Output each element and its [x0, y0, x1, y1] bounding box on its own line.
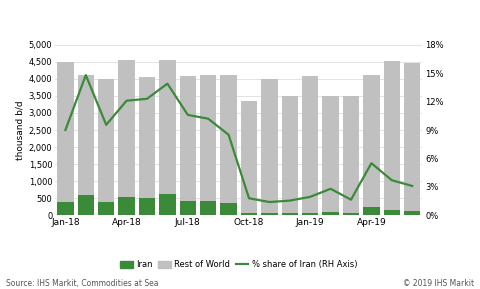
Bar — [180, 201, 196, 215]
Bar — [139, 198, 155, 215]
Bar — [384, 210, 400, 215]
Bar — [241, 213, 257, 215]
Bar — [363, 208, 380, 215]
Bar — [200, 201, 216, 215]
Bar — [57, 202, 73, 215]
Bar — [343, 96, 359, 213]
Bar — [98, 202, 114, 215]
Bar — [98, 79, 114, 202]
Bar — [57, 62, 73, 202]
Text: Source: IHS Markit, Commodities at Sea: Source: IHS Markit, Commodities at Sea — [6, 279, 158, 288]
Bar — [282, 96, 298, 213]
Bar — [78, 195, 94, 215]
Y-axis label: thousand b/d: thousand b/d — [15, 100, 24, 160]
Bar — [139, 77, 155, 198]
Bar — [220, 75, 237, 203]
Bar — [119, 60, 135, 197]
Bar — [363, 75, 380, 208]
Bar — [323, 96, 339, 212]
Bar — [220, 203, 237, 215]
Bar — [302, 76, 318, 213]
Bar — [78, 75, 94, 195]
Bar — [159, 60, 176, 194]
Bar — [323, 212, 339, 215]
Bar — [404, 211, 420, 215]
Bar — [119, 197, 135, 215]
Bar — [261, 79, 277, 213]
Bar — [384, 61, 400, 210]
Bar — [343, 213, 359, 215]
Bar — [302, 213, 318, 215]
Bar — [200, 75, 216, 201]
Bar — [241, 101, 257, 213]
Bar — [404, 63, 420, 211]
Text: India's Imports of Iranian crude oil: India's Imports of Iranian crude oil — [6, 15, 265, 28]
Legend: Iran, Rest of World, % share of Iran (RH Axis): Iran, Rest of World, % share of Iran (RH… — [117, 257, 360, 273]
Bar — [282, 213, 298, 215]
Bar — [159, 194, 176, 215]
Bar — [180, 76, 196, 201]
Text: © 2019 IHS Markit: © 2019 IHS Markit — [403, 279, 474, 288]
Bar — [261, 213, 277, 215]
